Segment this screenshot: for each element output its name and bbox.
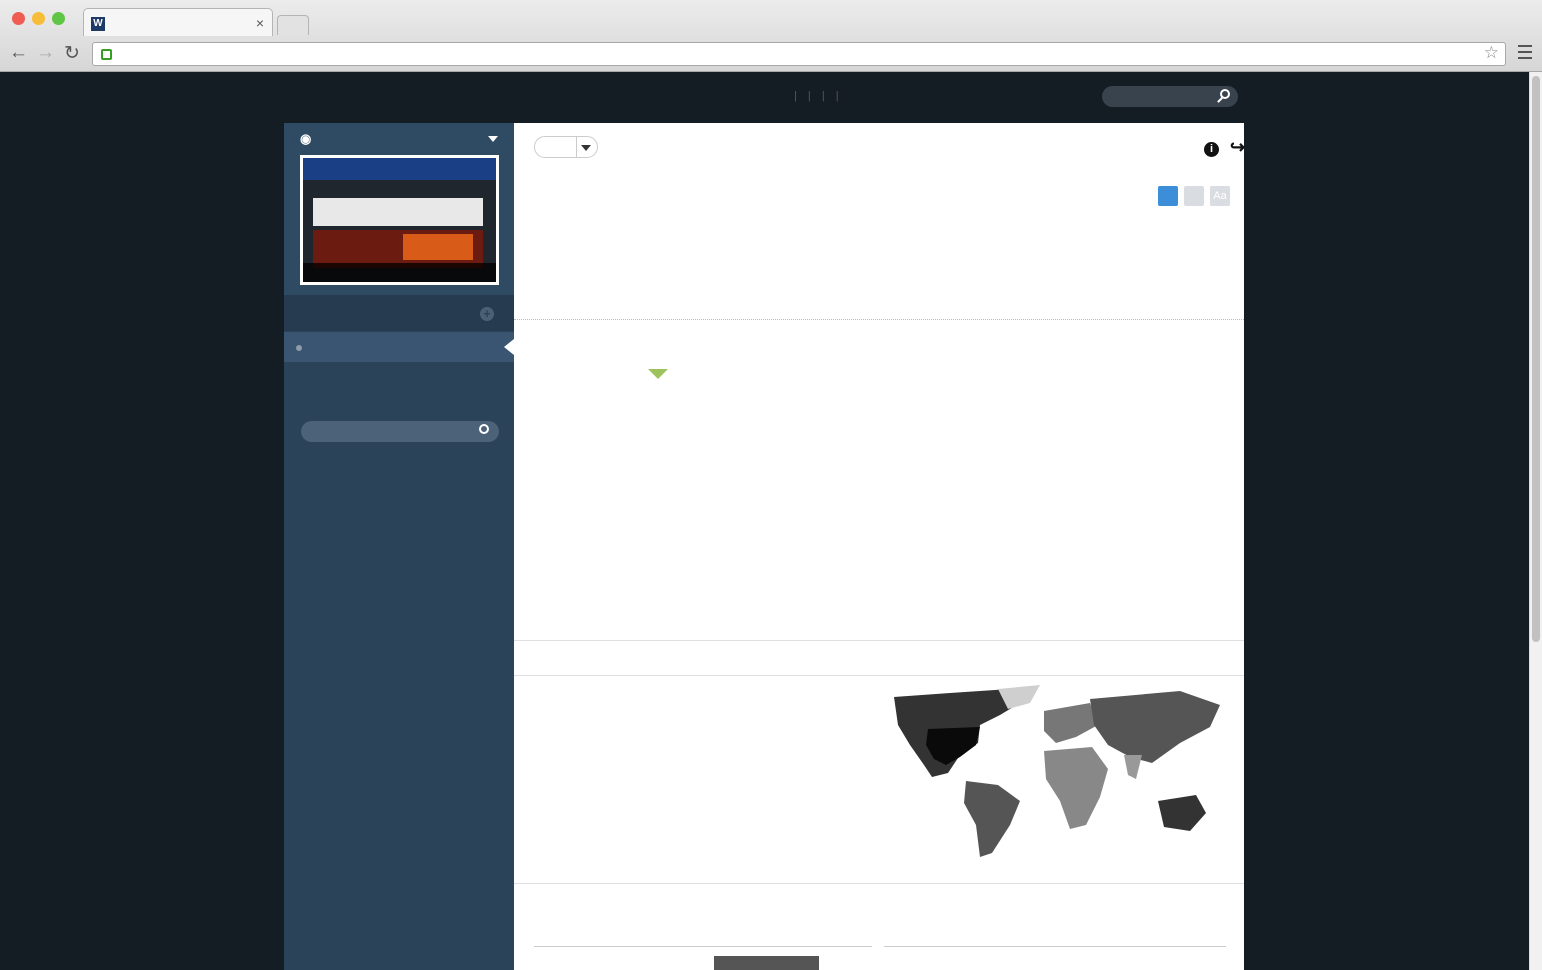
asia-shape [1090,691,1220,763]
selected-metric-pointer [648,369,668,379]
profile-header: ◉ [284,123,514,295]
india-shape [1124,755,1142,779]
zoom-window-button[interactable] [52,12,65,25]
metrics-divider [514,319,1244,320]
forward-arrow-icon[interactable]: → [36,42,55,63]
reload-icon[interactable]: ↻ [64,43,80,64]
trend-chart [514,371,1244,629]
text-view-icon[interactable]: Aa [1210,186,1230,206]
main-panel: i ↪ Aa [514,123,1245,970]
browser-menu-icon[interactable] [1518,45,1532,59]
search-icon[interactable] [1220,89,1230,99]
account-selector[interactable]: ◉ [300,131,498,147]
lock-icon [101,49,112,60]
close-tab-icon[interactable]: × [255,15,264,31]
europe-shape [1044,703,1098,743]
africa-shape [1044,747,1108,829]
address-bar[interactable]: ☆ [92,42,1506,66]
engine-bar [714,956,819,970]
back-arrow-icon[interactable]: ← [9,42,28,63]
australia-shape [1158,795,1206,831]
share-icon[interactable]: ↪ [1230,137,1246,157]
browser-chrome: W × ← → ↻ ☆ [0,0,1542,72]
close-window-button[interactable] [12,12,25,25]
area-chart-view-icon[interactable] [1184,186,1204,206]
greenland-shape [998,685,1040,709]
filter-search-icon[interactable] [479,424,489,434]
date-row: i ↪ [534,135,1245,159]
line-chart-view-icon[interactable] [1158,186,1178,206]
scrollbar-thumb[interactable] [1532,76,1540,642]
chevron-down-icon[interactable] [488,136,498,142]
browser-tab[interactable]: W × [83,8,273,36]
world-map[interactable] [880,685,1226,865]
search-header [514,883,1244,919]
filter-input[interactable] [301,421,499,442]
sidebar: ◉ + [284,123,514,970]
period-select[interactable] [534,136,598,158]
info-icon[interactable]: i [1204,142,1219,157]
new-tab-button[interactable] [277,15,309,35]
dashboards-header[interactable]: + [284,295,514,331]
page-scrollbar[interactable] [1529,72,1542,970]
add-dashboard-icon[interactable]: + [480,307,494,321]
bookmark-star-icon[interactable]: ☆ [1483,43,1499,62]
webtrends-favicon-icon: W [91,17,105,31]
countries-header [514,640,1244,676]
app-topbar: | | | | [284,80,1244,120]
profile-thumbnail[interactable] [300,155,499,285]
south-america-shape [964,781,1020,857]
search-input[interactable] [1102,86,1238,107]
usa-shape [926,727,980,765]
reports-header [284,379,514,459]
top-links: | | | | [794,90,839,102]
minimize-window-button[interactable] [32,12,45,25]
sidebar-item-uk-retail-profile[interactable] [284,332,514,362]
